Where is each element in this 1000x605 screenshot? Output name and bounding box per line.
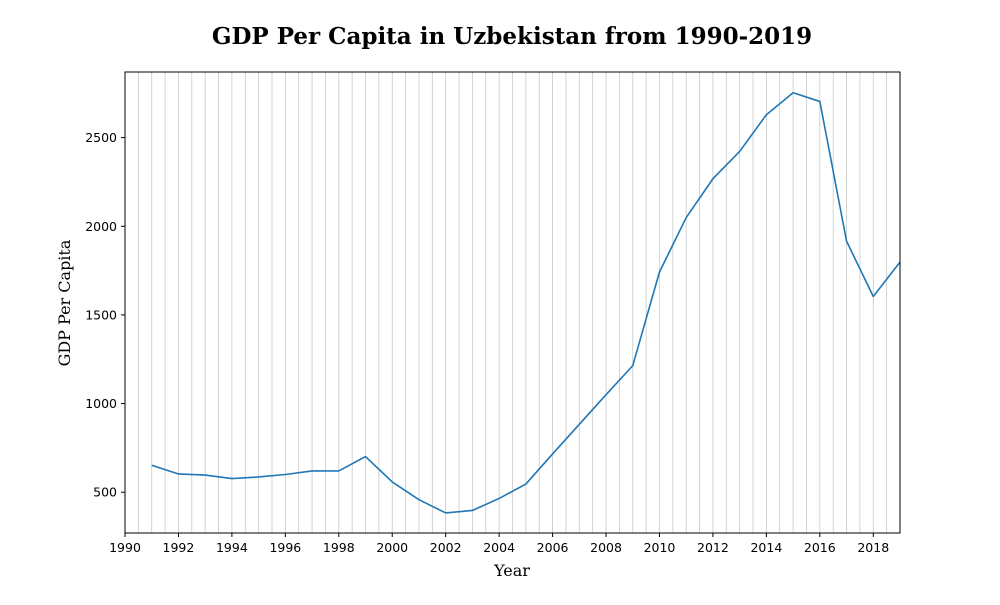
y-tick-label: 2500 xyxy=(85,130,117,145)
y-tick-label: 1500 xyxy=(85,307,117,322)
x-tick-label: 1992 xyxy=(163,540,195,555)
x-axis-label: Year xyxy=(493,561,530,580)
x-tick-label: 2006 xyxy=(537,540,569,555)
grid-lines xyxy=(138,72,886,533)
y-axis-label: GDP Per Capita xyxy=(55,239,74,366)
x-tick-label: 2008 xyxy=(590,540,622,555)
x-tick-label: 1990 xyxy=(109,540,141,555)
x-tick-label: 2012 xyxy=(697,540,729,555)
y-tick-label: 2000 xyxy=(85,219,117,234)
y-tick-label: 1000 xyxy=(85,396,117,411)
x-tick-label: 1994 xyxy=(216,540,248,555)
chart-title: GDP Per Capita in Uzbekistan from 1990-2… xyxy=(212,23,812,50)
x-tick-label: 2018 xyxy=(857,540,889,555)
x-tick-label: 2000 xyxy=(376,540,408,555)
y-tick-label: 500 xyxy=(93,485,117,500)
x-tick-label: 2004 xyxy=(483,540,515,555)
x-tick-label: 2014 xyxy=(750,540,782,555)
axis-ticks: 1990 1992 1994 1996 1998 2000 2002 2004 2006 2008… xyxy=(85,130,889,555)
x-tick-label: 2016 xyxy=(804,540,836,555)
x-tick-label: 1998 xyxy=(323,540,355,555)
x-tick-label: 2002 xyxy=(430,540,462,555)
x-tick-label: 2010 xyxy=(644,540,676,555)
x-tick-label: 1996 xyxy=(269,540,301,555)
